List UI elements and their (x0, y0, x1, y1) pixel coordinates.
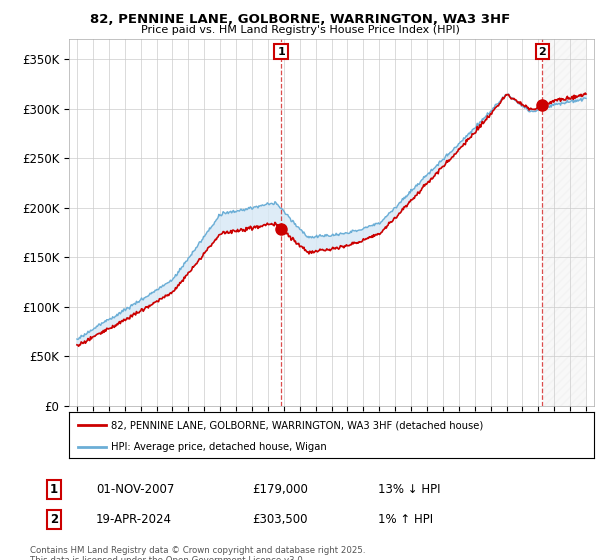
Text: Price paid vs. HM Land Registry's House Price Index (HPI): Price paid vs. HM Land Registry's House … (140, 25, 460, 35)
Text: 82, PENNINE LANE, GOLBORNE, WARRINGTON, WA3 3HF (detached house): 82, PENNINE LANE, GOLBORNE, WARRINGTON, … (111, 420, 483, 430)
Text: HPI: Average price, detached house, Wigan: HPI: Average price, detached house, Wiga… (111, 442, 327, 451)
Text: 2: 2 (538, 46, 546, 57)
Text: £179,000: £179,000 (252, 483, 308, 496)
Text: Contains HM Land Registry data © Crown copyright and database right 2025.
This d: Contains HM Land Registry data © Crown c… (30, 546, 365, 560)
Text: 01-NOV-2007: 01-NOV-2007 (96, 483, 175, 496)
Text: £303,500: £303,500 (252, 513, 308, 526)
Text: 19-APR-2024: 19-APR-2024 (96, 513, 172, 526)
Text: 2: 2 (50, 513, 58, 526)
Text: 1: 1 (277, 46, 285, 57)
Text: 13% ↓ HPI: 13% ↓ HPI (378, 483, 440, 496)
Text: 1% ↑ HPI: 1% ↑ HPI (378, 513, 433, 526)
Text: 1: 1 (50, 483, 58, 496)
Text: 82, PENNINE LANE, GOLBORNE, WARRINGTON, WA3 3HF: 82, PENNINE LANE, GOLBORNE, WARRINGTON, … (90, 13, 510, 26)
